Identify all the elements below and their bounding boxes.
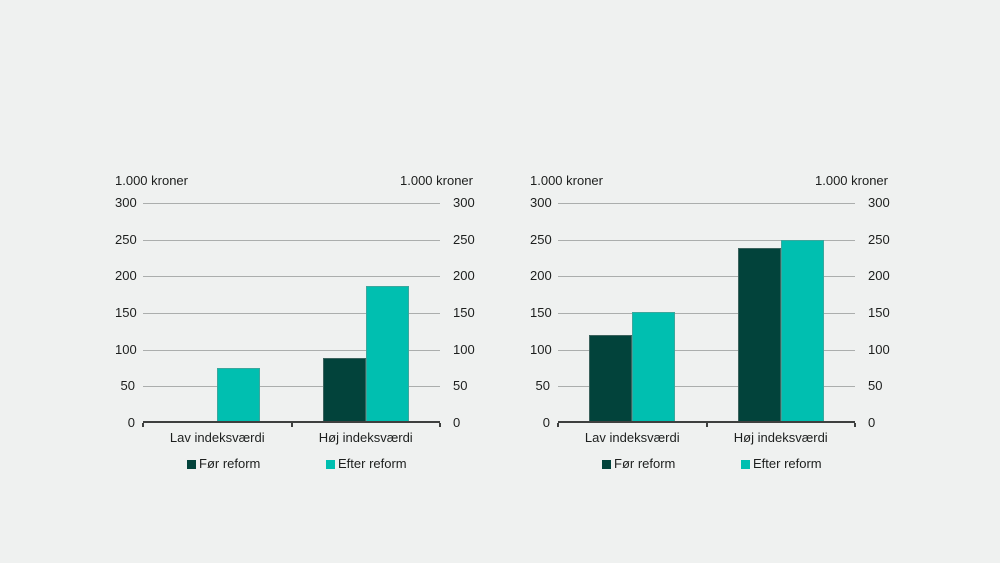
y-tick-label-left: 150 (115, 305, 137, 320)
x-axis-line (558, 421, 855, 423)
category-label-0: Lav indeksværdi (584, 430, 680, 445)
unit-label-left: 1.000 kroner (115, 173, 188, 188)
bar-series-1-cat-0 (217, 368, 261, 423)
y-tick-label-right: 250 (868, 231, 890, 247)
legend-swatch-icon (326, 459, 335, 469)
bar-series-0-cat-1 (322, 358, 366, 423)
bar-chart-right: 1.000 kroner 1.000 kroner 300 300 250 250 200 2… (530, 173, 890, 484)
gridline-200 (143, 276, 440, 278)
unit-label-right: 1.000 kroner (400, 173, 473, 188)
y-tick-label-right: 50 (868, 378, 883, 394)
legend-swatch-icon (741, 459, 750, 469)
y-tick-label-right: 0 (453, 415, 461, 430)
bar-series-0-cat-0 (589, 335, 633, 423)
y-tick-label-left: 200 (530, 268, 552, 284)
y-tick-label-left: 200 (115, 268, 137, 284)
bar-chart-left: 1.000 kroner 1.000 kroner 300 300 250 250 200 2… (115, 173, 475, 484)
gridline-50 (558, 386, 855, 388)
x-axis-tick-0 (557, 423, 559, 427)
plot-area: 300 300 250 250 200 200 150 150 100 100 50 50 0 0 (530, 196, 890, 430)
bar-series-1-cat-0 (632, 312, 676, 423)
bar-series-1-cat-1 (365, 285, 409, 423)
gridline-150 (558, 313, 855, 314)
y-tick-label-left: 100 (530, 341, 552, 357)
y-tick-label-right: 0 (868, 415, 876, 430)
y-tick-label-left: 50 (120, 378, 135, 394)
x-axis-tick-1 (705, 423, 708, 427)
gridline-300 (558, 203, 855, 204)
y-tick-label-left: 100 (115, 341, 137, 357)
y-tick-label-right: 50 (453, 378, 468, 394)
y-tick-label-right: 100 (453, 341, 475, 357)
legend-item-1: Efter reform (741, 457, 822, 471)
y-tick-label-right: 100 (868, 341, 890, 357)
category-label-1: Høj indeksværdi (733, 430, 828, 445)
y-tick-label-left: 300 (115, 195, 137, 210)
y-tick-label-right: 150 (453, 305, 475, 320)
unit-label-left: 1.000 kroner (530, 173, 603, 188)
y-tick-label-right: 300 (453, 195, 475, 210)
gridline-100 (143, 349, 440, 351)
gridline-300 (143, 203, 440, 204)
x-axis-tick-1 (290, 423, 293, 427)
y-tick-label-left: 250 (530, 231, 552, 247)
legend-label: Efter reform (753, 456, 822, 471)
x-axis-line (143, 421, 440, 423)
x-axis-tick-2 (854, 423, 856, 427)
legend-label: Før reform (199, 456, 261, 471)
gridline-100 (558, 349, 855, 351)
gridline-150 (143, 313, 440, 314)
gridline-200 (558, 276, 855, 278)
y-tick-label-left: 50 (535, 378, 550, 394)
y-tick-label-left: 0 (127, 415, 135, 430)
bar-series-0-cat-1 (737, 248, 781, 423)
gridline-250 (143, 239, 440, 241)
legend-label: Før reform (614, 456, 676, 471)
bar-series-1-cat-1 (780, 239, 824, 423)
legend-item-0: Før reform (602, 457, 675, 471)
unit-label-right: 1.000 kroner (815, 173, 888, 188)
legend-label: Efter reform (338, 456, 407, 471)
gridline-50 (143, 386, 440, 388)
gridline-250 (558, 239, 855, 241)
x-axis-tick-0 (142, 423, 144, 427)
y-tick-label-right: 200 (868, 268, 890, 284)
legend-item-1: Efter reform (326, 457, 407, 471)
y-tick-label-right: 200 (453, 268, 475, 284)
y-tick-label-right: 300 (868, 195, 890, 210)
category-label-0: Lav indeksværdi (169, 430, 265, 445)
legend-swatch-icon (602, 459, 611, 469)
y-tick-label-left: 150 (530, 305, 552, 320)
legend-swatch-icon (187, 459, 196, 469)
x-axis-tick-2 (439, 423, 441, 427)
y-tick-label-left: 250 (115, 231, 137, 247)
category-label-1: Høj indeksværdi (318, 430, 413, 445)
y-tick-label-left: 0 (542, 415, 550, 430)
y-tick-label-left: 300 (530, 195, 552, 210)
y-tick-label-right: 250 (453, 231, 475, 247)
legend-item-0: Før reform (187, 457, 260, 471)
y-tick-label-right: 150 (868, 305, 890, 320)
plot-area: 300 300 250 250 200 200 150 150 100 100 50 50 0 0 (115, 196, 475, 430)
